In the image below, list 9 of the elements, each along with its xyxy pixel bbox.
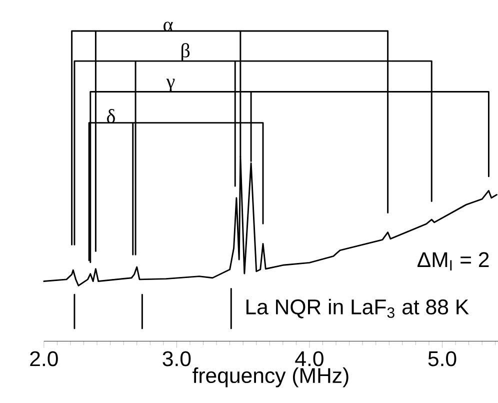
x-tick-label: 5.0	[428, 351, 456, 366]
x-tick-label: 3.0	[162, 351, 191, 366]
x-axis-title: frequency (MHz)	[192, 367, 348, 388]
x-tick-label: 2.0	[30, 351, 58, 366]
series-label: La NQR in LaF$_{3}$ at 88 K	[246, 298, 469, 318]
series-label: β	[182, 43, 190, 62]
series-label: δ	[107, 108, 115, 124]
series-label: ΔM$_{I}$ = 2	[418, 252, 489, 270]
x-tick-label: 4.0	[295, 351, 324, 366]
